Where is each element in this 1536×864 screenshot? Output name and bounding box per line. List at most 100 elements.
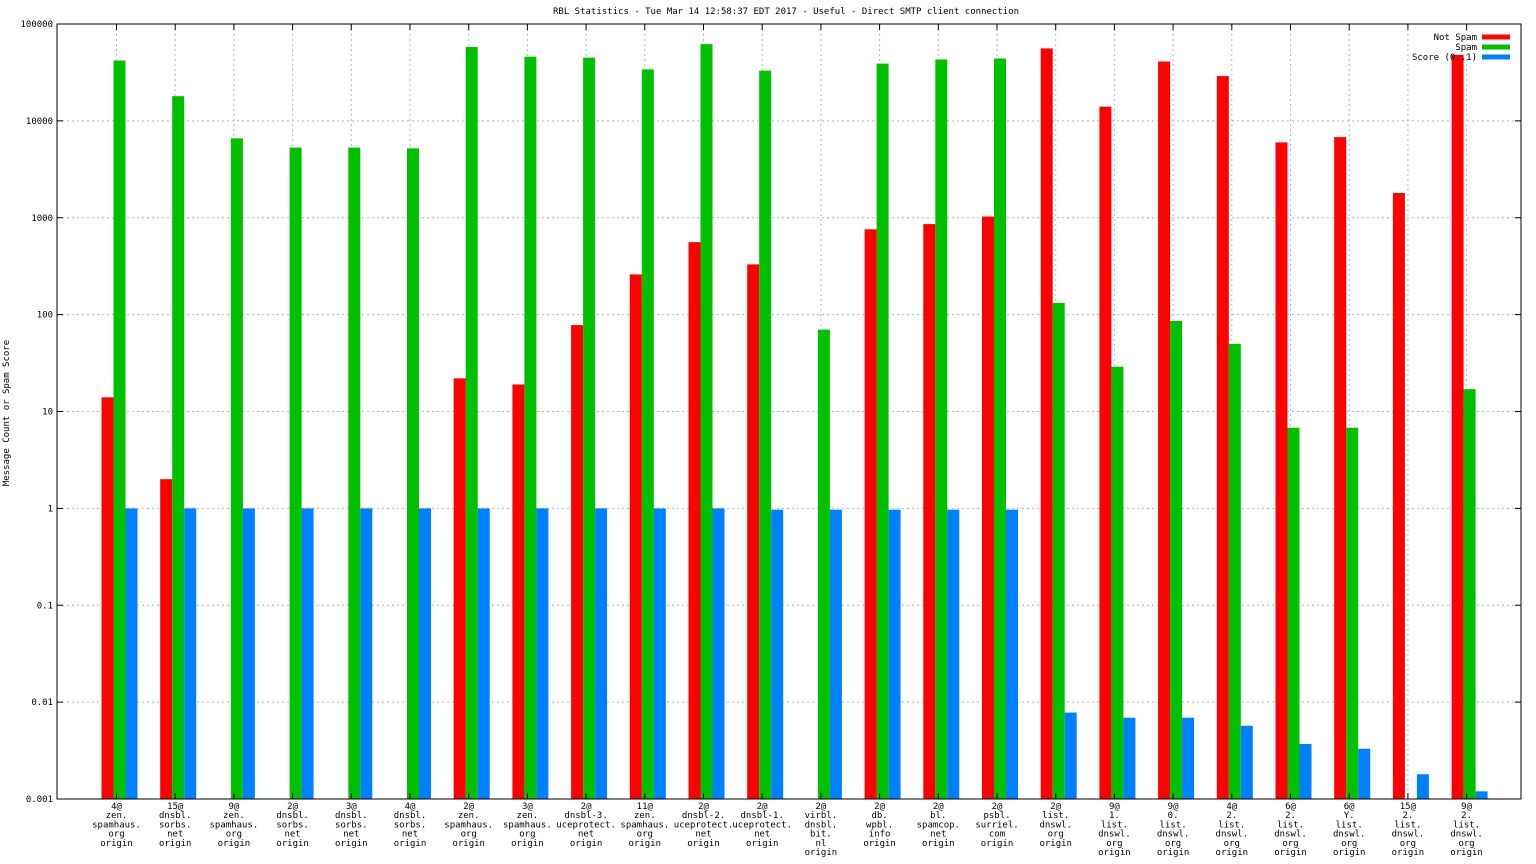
x-tick-label: surriel. <box>975 820 1018 830</box>
bar-score-0-1 <box>242 508 255 799</box>
x-tick-label: sorbs. <box>159 820 192 830</box>
x-tick-label: info <box>869 830 891 840</box>
x-tick-label: org <box>637 830 653 840</box>
x-tick-label: origin <box>863 839 896 849</box>
bar-score-0-1 <box>829 509 842 799</box>
x-tick-label: Y. <box>1344 811 1355 821</box>
bar-spam <box>289 147 302 800</box>
legend-swatch <box>1482 44 1510 50</box>
x-tick-label: origin <box>687 839 720 849</box>
x-tick-label: dnsbl. <box>159 811 192 821</box>
x-tick-label: 2@ <box>815 802 826 812</box>
bar-spam <box>700 44 713 799</box>
bar-spam <box>994 58 1006 799</box>
bar-spam <box>1111 366 1124 799</box>
x-tick-label: dnsbl-3. <box>564 811 607 821</box>
x-tick-label: net <box>167 830 183 840</box>
x-tick-label: origin <box>746 839 779 849</box>
x-tick-label: dnswl. <box>1333 830 1366 840</box>
x-tick-label: dnsbl. <box>394 811 427 821</box>
bar-not-spam <box>453 378 466 799</box>
x-tick-label: origin <box>1157 848 1190 858</box>
x-tick-label: origin <box>335 839 368 849</box>
x-tick-label: net <box>930 830 946 840</box>
x-tick-label: dnswl. <box>1216 830 1249 840</box>
x-tick-label: origin <box>1216 848 1249 858</box>
chart-title: RBL Statistics - Tue Mar 14 12:58:37 EDT… <box>553 7 1019 17</box>
x-tick-label: zen. <box>517 811 539 821</box>
bar-spam <box>641 69 654 799</box>
bar-not-spam <box>160 479 173 799</box>
bar-score-0-1 <box>712 508 725 799</box>
x-tick-label: origin <box>1098 848 1131 858</box>
x-tick-label: 3@ <box>522 802 533 812</box>
bar-score-0-1 <box>653 508 666 799</box>
y-tick-label: 100000 <box>20 20 53 30</box>
x-tick-label: org <box>108 830 124 840</box>
bar-score-0-1 <box>947 509 960 799</box>
bar-not-spam <box>1392 193 1405 799</box>
x-tick-label: org <box>1341 839 1357 849</box>
x-tick-label: dnswl. <box>1274 830 1307 840</box>
bar-spam <box>1287 427 1300 799</box>
bar-score-0-1 <box>1182 717 1195 799</box>
x-tick-label: 4@ <box>111 802 122 812</box>
x-tick-label: 4@ <box>1226 802 1237 812</box>
x-tick-label: origin <box>805 848 838 858</box>
x-tick-label: list. <box>1218 820 1245 830</box>
bar-spam <box>348 147 361 800</box>
bar-score-0-1 <box>477 508 490 799</box>
x-tick-label: dnswl. <box>1450 830 1483 840</box>
bar-spam <box>113 60 126 799</box>
x-tick-label: org <box>1106 839 1122 849</box>
legend-swatch <box>1482 34 1510 40</box>
x-tick-label: origin <box>1039 839 1072 849</box>
x-tick-label: dnsbl-2. <box>682 811 725 821</box>
x-tick-label: org <box>1458 839 1474 849</box>
x-tick-label: org <box>1048 830 1064 840</box>
bar-spam <box>465 46 478 800</box>
x-tick-label: dnsbl. <box>805 820 838 830</box>
x-tick-label: dnswl. <box>1157 830 1190 840</box>
x-tick-label: origin <box>1450 848 1483 858</box>
x-tick-label: origin <box>511 839 544 849</box>
x-tick-label: org <box>1400 839 1416 849</box>
bar-score-0-1 <box>1416 774 1429 799</box>
x-tick-label: origin <box>629 839 662 849</box>
x-tick-label: list. <box>1394 820 1421 830</box>
x-tick-label: uceprotect. <box>556 820 616 830</box>
legend-label: Not Spam <box>1434 33 1477 43</box>
x-tick-label: origin <box>218 839 251 849</box>
bar-spam <box>172 96 185 799</box>
bar-not-spam <box>688 242 701 799</box>
bar-not-spam <box>571 325 584 799</box>
x-tick-label: 2@ <box>581 802 592 812</box>
x-tick-label: org <box>519 830 535 840</box>
x-tick-label: 2@ <box>463 802 474 812</box>
legend-swatch <box>1482 54 1510 60</box>
x-tick-label: org <box>1165 839 1181 849</box>
x-tick-label: 0. <box>1168 811 1179 821</box>
x-tick-label: 2@ <box>874 802 885 812</box>
y-tick-label: 0.1 <box>37 601 53 611</box>
x-tick-label: dnsbl-1. <box>741 811 784 821</box>
legend-label: Score (0..1) <box>1412 53 1477 63</box>
bar-spam <box>759 70 772 799</box>
bar-spam <box>1346 427 1359 799</box>
x-tick-label: spamhaus. <box>92 820 141 830</box>
y-tick-label: 10 <box>42 408 53 418</box>
x-tick-label: uceprotect. <box>674 820 734 830</box>
x-tick-label: dnswl. <box>1392 830 1425 840</box>
bar-score-0-1 <box>1299 743 1312 799</box>
x-tick-label: bit. <box>810 830 832 840</box>
x-tick-label: wpbl. <box>866 820 893 830</box>
x-tick-label: spamhaus. <box>620 820 669 830</box>
legend-label: Spam <box>1455 43 1477 53</box>
x-tick-label: net <box>695 830 711 840</box>
x-tick-label: 2@ <box>992 802 1003 812</box>
x-tick-label: sorbs. <box>394 820 427 830</box>
bar-spam <box>230 138 243 799</box>
x-tick-label: db. <box>871 811 887 821</box>
x-tick-label: zen. <box>634 811 656 821</box>
bar-spam <box>407 148 419 799</box>
